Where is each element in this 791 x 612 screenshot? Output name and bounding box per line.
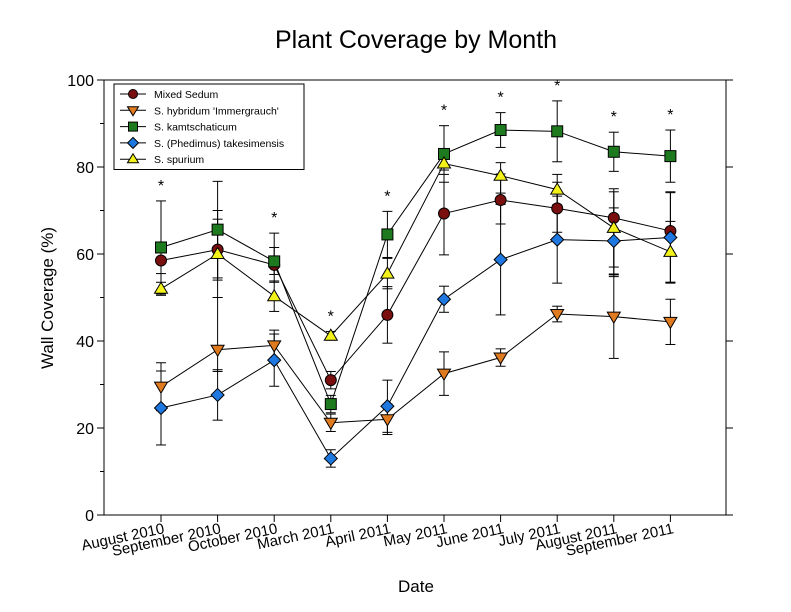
data-point	[436, 156, 452, 169]
data-point	[380, 399, 395, 414]
data-point	[549, 182, 565, 195]
significance-marker: *	[271, 210, 277, 227]
data-point	[551, 125, 564, 138]
data-point	[323, 328, 339, 341]
y-tick-label: 80	[76, 160, 94, 177]
data-point	[210, 246, 225, 259]
data-point	[549, 232, 565, 247]
legend-marker	[128, 121, 138, 132]
x-tick-label: September 2011	[564, 520, 675, 559]
series-line-2	[160, 129, 671, 406]
y-tick-label: 100	[67, 73, 94, 90]
data-point	[323, 417, 339, 431]
x-axis-label: Date	[398, 577, 434, 596]
data-point	[551, 202, 564, 215]
data-point	[607, 145, 620, 158]
legend-label: S. hybridum 'Immergrauch'	[154, 105, 279, 117]
data-point	[494, 194, 507, 207]
data-point	[494, 124, 507, 137]
data-point	[153, 400, 169, 416]
data-point	[493, 252, 508, 267]
data-point	[493, 168, 508, 181]
significance-marker: *	[554, 78, 560, 95]
data-point	[323, 451, 339, 466]
data-point	[664, 150, 677, 163]
data-point	[155, 241, 167, 254]
legend-marker	[126, 106, 140, 117]
significance-marker: *	[384, 188, 390, 205]
data-point	[324, 398, 337, 411]
data-point	[153, 281, 169, 294]
data-point	[324, 374, 337, 387]
data-point	[380, 414, 395, 427]
chart-title: Plant Coverage by Month	[275, 26, 557, 54]
data-point	[493, 352, 508, 366]
significance-marker: *	[611, 109, 617, 126]
legend-label: S. spurium	[154, 154, 204, 166]
y-tick-label: 60	[76, 247, 94, 264]
data-point	[663, 244, 678, 257]
significance-marker: *	[441, 103, 447, 120]
data-point	[436, 368, 452, 382]
series-line-3	[160, 236, 671, 460]
legend-label: S. kamtschaticum	[154, 122, 237, 134]
significance-marker: *	[158, 178, 164, 195]
legend-label: Mixed Sedum	[154, 89, 218, 101]
data-point	[436, 292, 452, 307]
data-point	[268, 255, 281, 268]
data-point	[606, 311, 622, 325]
data-point	[381, 308, 394, 321]
data-point	[153, 381, 169, 395]
legend-marker	[128, 89, 138, 99]
y-tick-label: 20	[76, 421, 94, 438]
data-point	[210, 387, 225, 403]
legend-label: S. (Phedimus) takesimensis	[154, 138, 284, 150]
y-tick-label: 0	[85, 508, 94, 525]
data-point	[438, 207, 450, 220]
data-point	[549, 309, 565, 322]
data-point	[211, 223, 224, 236]
legend-marker	[126, 152, 140, 164]
legend: Mixed Sedum S. hybridum 'Immergrauch' S. k…	[113, 83, 305, 170]
series-line-1	[160, 313, 671, 424]
data-point	[155, 254, 167, 267]
significance-marker: *	[667, 107, 673, 124]
data-point	[380, 266, 395, 279]
y-axis-label: Wall Coverage (%)	[38, 227, 57, 369]
significance-marker: *	[328, 308, 334, 325]
data-point	[663, 230, 678, 245]
data-point	[266, 352, 282, 368]
data-point	[381, 228, 394, 241]
series-line-0	[160, 199, 671, 382]
data-point	[210, 344, 225, 358]
data-point	[663, 316, 678, 330]
data-point	[266, 288, 282, 302]
y-tick-label: 40	[76, 334, 94, 351]
series-line-4	[160, 162, 671, 337]
data-point	[266, 340, 282, 353]
data-point	[606, 233, 622, 249]
significance-marker: *	[497, 90, 503, 107]
legend-marker	[126, 136, 140, 150]
data-point	[606, 220, 622, 233]
